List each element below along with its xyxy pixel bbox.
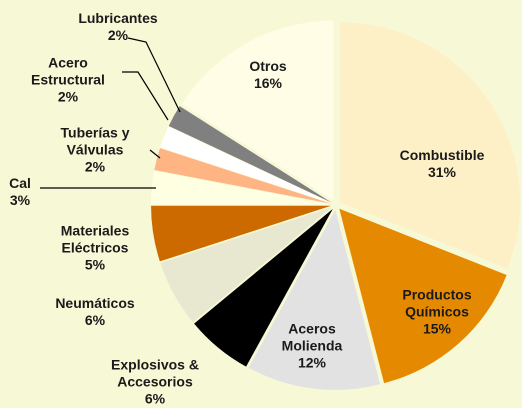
pie-slice [181,20,334,201]
leader-line [122,71,169,121]
slice-label: Lubricantes 2% [68,10,168,44]
value-label: 2% [84,158,106,175]
pie-slice [194,208,333,367]
leader-line [149,149,161,159]
pie-slice [154,148,332,204]
category-label: Cal [9,175,31,191]
value-label: 15% [422,320,452,337]
pie-slice [160,207,332,323]
leader-line [127,37,181,113]
value-label: 6% [84,312,106,328]
category-label: Tuberías y Válvulas [60,124,130,158]
category-label: Materiales Eléctricos [60,222,130,256]
pie-slice [151,205,332,262]
slice-label: Aceros Molienda 12% [267,321,357,372]
category-label: Explosivos & Accesorios [111,356,199,390]
slice-label: Explosivos & Accesorios 6% [85,357,225,408]
pie-slice [248,209,381,390]
category-label: Acero Estructural [31,54,105,88]
slice-label: Cal 3% [5,175,35,209]
value-label: 6% [144,390,166,407]
pie-slice [151,170,332,205]
category-label: Otros [249,58,287,74]
category-label: Aceros Molienda [281,320,343,354]
value-label: 5% [84,256,106,273]
slice-label: Materiales Eléctricos 5% [40,223,150,274]
value-label: 2% [57,88,79,105]
category-label: Neumáticos [55,295,135,311]
leader-lines [40,37,181,189]
pie-slice [339,208,507,384]
category-label: Lubricantes [78,10,158,26]
value-label: 3% [9,192,31,208]
slice-label: Otros 16% [238,58,298,92]
value-label: 2% [107,27,129,43]
value-label: 12% [297,354,327,371]
pie-slice [340,22,521,269]
slice-label: Combustible 31% [387,147,497,181]
category-label: Productos Químicos [402,286,472,320]
value-label: 31% [427,164,457,180]
slice-label: Acero Estructural 2% [18,55,118,106]
slice-label: Productos Químicos 15% [387,287,487,338]
slice-label: Tuberías y Válvulas 2% [50,125,140,176]
value-label: 16% [253,75,283,91]
pie-slice [168,106,332,203]
slice-label: Neumáticos 6% [45,295,145,329]
pie-slice [160,126,332,204]
category-label: Combustible [399,147,485,163]
